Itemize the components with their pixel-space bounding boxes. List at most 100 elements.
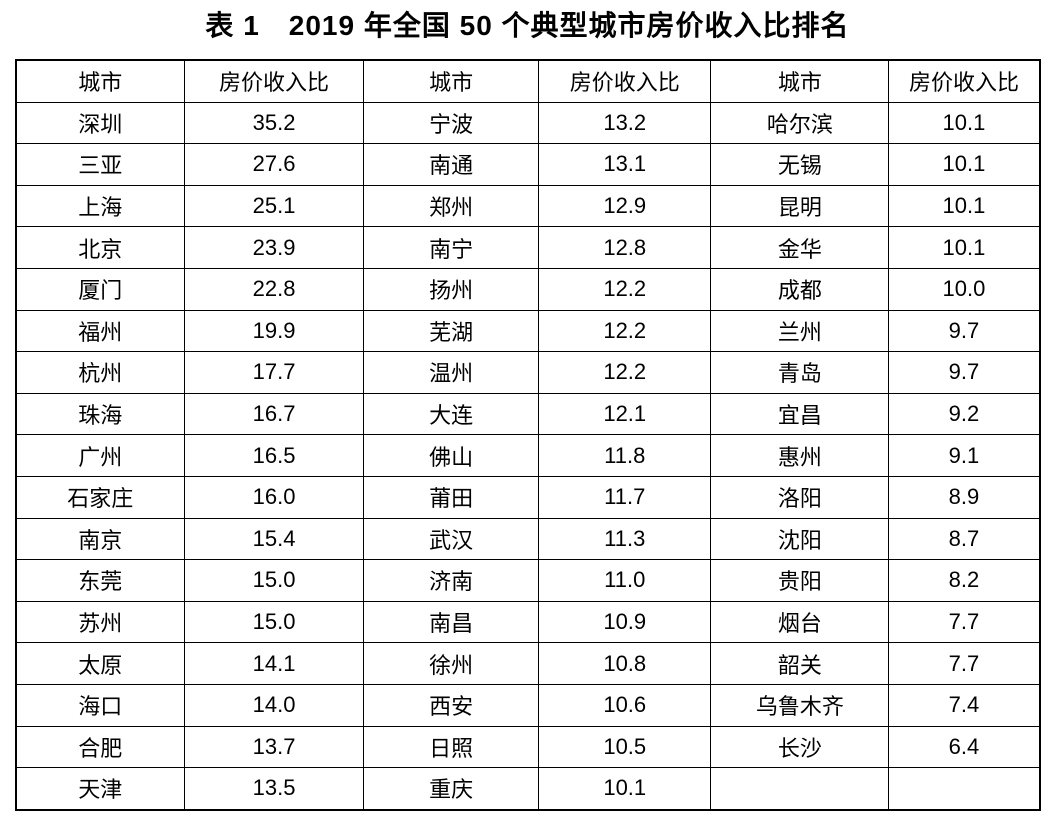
table-header: 城市 房价收入比 城市 房价收入比 城市 房价收入比 — [15, 59, 1040, 103]
city-cell: 惠州 — [710, 434, 890, 477]
ratio-cell: 10.1 — [888, 184, 1040, 228]
table-row: 天津 13.5 重庆 10.1 — [15, 767, 1040, 811]
city-cell: 南昌 — [363, 600, 540, 644]
city-cell: 三亚 — [15, 143, 185, 186]
city-cell: 深圳 — [15, 101, 185, 145]
city-cell: 芜湖 — [363, 309, 540, 353]
city-cell: 沈阳 — [710, 517, 890, 561]
ratio-cell: 13.7 — [183, 725, 365, 769]
city-cell: 福州 — [15, 309, 185, 353]
city-cell: 杭州 — [15, 351, 185, 394]
city-cell: 成都 — [710, 267, 890, 311]
city-cell: 西安 — [363, 683, 540, 727]
city-cell: 哈尔滨 — [710, 101, 890, 145]
city-cell: 扬州 — [363, 267, 540, 311]
header-ratio-2: 房价收入比 — [538, 59, 712, 103]
ratio-cell: 11.7 — [538, 475, 712, 519]
city-cell: 宜昌 — [710, 392, 890, 436]
city-cell: 南宁 — [363, 226, 540, 269]
ratio-cell: 12.2 — [538, 351, 712, 394]
table-row: 石家庄 16.0 莆田 11.7 洛阳 8.9 — [15, 475, 1040, 519]
city-cell: 东莞 — [15, 559, 185, 602]
city-cell: 乌鲁木齐 — [710, 683, 890, 727]
city-cell: 大连 — [363, 392, 540, 436]
ratio-cell: 15.4 — [183, 517, 365, 561]
ratio-cell: 8.9 — [888, 475, 1040, 519]
city-cell: 兰州 — [710, 309, 890, 353]
city-cell: 温州 — [363, 351, 540, 394]
city-cell: 石家庄 — [15, 475, 185, 519]
city-cell: 无锡 — [710, 143, 890, 186]
table-row: 合肥 13.7 日照 10.5 长沙 6.4 — [15, 725, 1040, 769]
city-cell: 上海 — [15, 184, 185, 228]
city-cell: 青岛 — [710, 351, 890, 394]
ratio-cell: 13.1 — [538, 143, 712, 186]
price-to-income-table: 城市 房价收入比 城市 房价收入比 城市 房价收入比 深圳 35.2 宁波 13.2 哈… — [14, 59, 1041, 811]
table-row: 南京 15.4 武汉 11.3 沈阳 8.7 — [15, 517, 1040, 561]
city-cell: 徐州 — [363, 642, 540, 685]
table-caption: 表 1 2019 年全国 50 个典型城市房价收入比排名 — [205, 10, 850, 41]
city-cell: 太原 — [15, 642, 185, 685]
ratio-cell: 7.4 — [888, 683, 1040, 727]
city-cell — [710, 767, 890, 811]
table-row: 杭州 17.7 温州 12.2 青岛 9.7 — [15, 351, 1040, 394]
table-row: 上海 25.1 郑州 12.9 昆明 10.1 — [15, 184, 1040, 228]
ratio-cell: 15.0 — [183, 559, 365, 602]
ratio-cell: 11.3 — [538, 517, 712, 561]
city-cell: 苏州 — [15, 600, 185, 644]
city-cell: 重庆 — [363, 767, 540, 811]
header-city-3: 城市 — [710, 59, 890, 103]
city-cell: 佛山 — [363, 434, 540, 477]
ratio-cell: 17.7 — [183, 351, 365, 394]
city-cell: 宁波 — [363, 101, 540, 145]
table-row: 厦门 22.8 扬州 12.2 成都 10.0 — [15, 267, 1040, 311]
ratio-cell: 19.9 — [183, 309, 365, 353]
city-cell: 广州 — [15, 434, 185, 477]
ratio-cell: 10.9 — [538, 600, 712, 644]
city-cell: 南通 — [363, 143, 540, 186]
city-cell: 郑州 — [363, 184, 540, 228]
table-row: 深圳 35.2 宁波 13.2 哈尔滨 10.1 — [15, 101, 1040, 145]
ratio-cell — [888, 767, 1040, 811]
ratio-cell: 9.7 — [888, 309, 1040, 353]
ratio-cell: 9.7 — [888, 351, 1040, 394]
table-row: 东莞 15.0 济南 11.0 贵阳 8.2 — [15, 559, 1040, 602]
city-cell: 贵阳 — [710, 559, 890, 602]
ratio-cell: 27.6 — [183, 143, 365, 186]
ratio-cell: 8.7 — [888, 517, 1040, 561]
table-row: 珠海 16.7 大连 12.1 宜昌 9.2 — [15, 392, 1040, 436]
ratio-cell: 15.0 — [183, 600, 365, 644]
ratio-cell: 11.0 — [538, 559, 712, 602]
ratio-cell: 6.4 — [888, 725, 1040, 769]
header-city-2: 城市 — [363, 59, 540, 103]
ratio-cell: 25.1 — [183, 184, 365, 228]
ratio-cell: 10.0 — [888, 267, 1040, 311]
ratio-cell: 12.9 — [538, 184, 712, 228]
city-cell: 北京 — [15, 226, 185, 269]
ratio-cell: 9.1 — [888, 434, 1040, 477]
ratio-cell: 14.1 — [183, 642, 365, 685]
city-cell: 日照 — [363, 725, 540, 769]
ratio-cell: 35.2 — [183, 101, 365, 145]
ratio-cell: 7.7 — [888, 600, 1040, 644]
city-cell: 长沙 — [710, 725, 890, 769]
city-cell: 天津 — [15, 767, 185, 811]
table-row: 广州 16.5 佛山 11.8 惠州 9.1 — [15, 434, 1040, 477]
ratio-cell: 22.8 — [183, 267, 365, 311]
ratio-cell: 23.9 — [183, 226, 365, 269]
city-cell: 海口 — [15, 683, 185, 727]
table-row: 北京 23.9 南宁 12.8 金华 10.1 — [15, 226, 1040, 269]
city-cell: 济南 — [363, 559, 540, 602]
city-cell: 莆田 — [363, 475, 540, 519]
header-ratio-3: 房价收入比 — [888, 59, 1040, 103]
table-row: 福州 19.9 芜湖 12.2 兰州 9.7 — [15, 309, 1040, 353]
city-cell: 南京 — [15, 517, 185, 561]
table-body: 深圳 35.2 宁波 13.2 哈尔滨 10.1 三亚 27.6 南通 13.1 无锡 10.1 上海 2… — [15, 101, 1040, 811]
header-ratio-1: 房价收入比 — [183, 59, 365, 103]
ratio-cell: 14.0 — [183, 683, 365, 727]
ratio-cell: 8.2 — [888, 559, 1040, 602]
table-row: 苏州 15.0 南昌 10.9 烟台 7.7 — [15, 600, 1040, 644]
city-cell: 韶关 — [710, 642, 890, 685]
ratio-cell: 10.8 — [538, 642, 712, 685]
